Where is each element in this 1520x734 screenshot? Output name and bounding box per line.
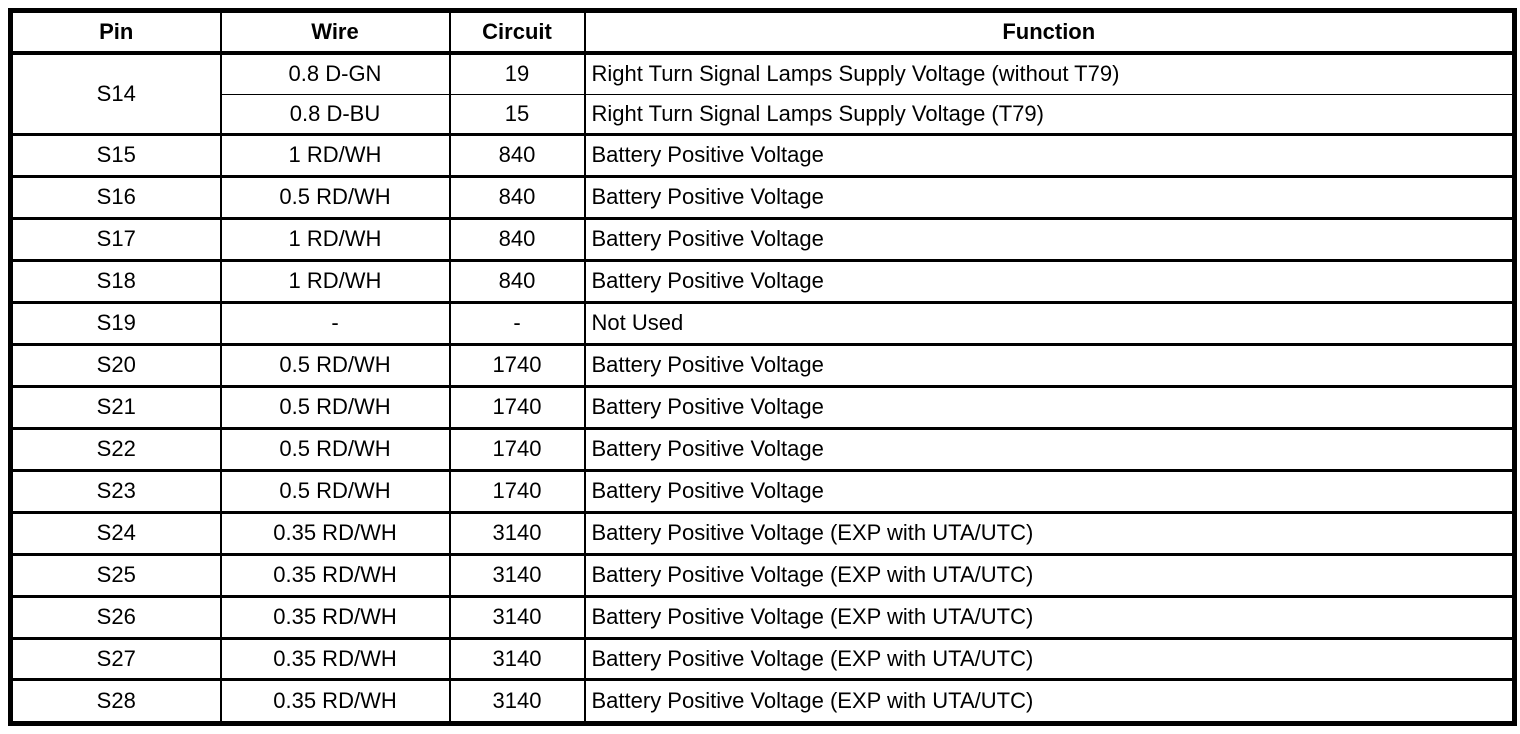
wire-cell: 0.35 RD/WH bbox=[219, 636, 451, 682]
pin-cell: S16 bbox=[9, 175, 222, 220]
table-row: S22 0.5 RD/WH 1740 Battery Positive Volt… bbox=[9, 426, 1516, 472]
circuit-cell: 1740 bbox=[448, 468, 586, 514]
circuit-cell: 840 bbox=[448, 258, 586, 304]
circuit-cell: 1740 bbox=[448, 384, 586, 430]
table-row: S24 0.35 RD/WH 3140 Battery Positive Vol… bbox=[9, 510, 1516, 556]
pin-cell: S17 bbox=[9, 216, 222, 262]
table-row: S28 0.35 RD/WH 3140 Battery Positive Vol… bbox=[9, 678, 1516, 725]
circuit-cell: 19 bbox=[448, 51, 586, 95]
wire-cell: 0.5 RD/WH bbox=[219, 468, 451, 514]
pin-cell: S25 bbox=[9, 552, 222, 598]
column-header-wire: Wire bbox=[219, 9, 451, 55]
table-row: S27 0.35 RD/WH 3140 Battery Positive Vol… bbox=[9, 636, 1516, 682]
circuit-cell: 15 bbox=[448, 93, 586, 137]
pin-cell: S21 bbox=[9, 384, 222, 430]
circuit-cell: 3140 bbox=[448, 594, 586, 640]
table-row: S17 1 RD/WH 840 Battery Positive Voltage bbox=[9, 216, 1516, 262]
table-row: S16 0.5 RD/WH 840 Battery Positive Volta… bbox=[9, 175, 1516, 220]
function-cell: Battery Positive Voltage (EXP with UTA/U… bbox=[583, 510, 1516, 556]
column-header-circuit: Circuit bbox=[448, 9, 586, 55]
table-row: S14 0.8 D-GN 19 Right Turn Signal Lamps … bbox=[9, 51, 1516, 137]
pin-cell: S20 bbox=[9, 342, 222, 388]
function-cell: Battery Positive Voltage bbox=[583, 258, 1516, 304]
function-cell: Right Turn Signal Lamps Supply Voltage (… bbox=[583, 51, 1516, 95]
pin-cell: S28 bbox=[9, 678, 222, 725]
pin-cell: S15 bbox=[9, 133, 222, 179]
circuit-cell: 840 bbox=[448, 175, 586, 220]
function-cell: Battery Positive Voltage (EXP with UTA/U… bbox=[583, 552, 1516, 598]
table-row: S23 0.5 RD/WH 1740 Battery Positive Volt… bbox=[9, 468, 1516, 514]
function-cell: Battery Positive Voltage bbox=[583, 175, 1516, 220]
circuit-cell: 3140 bbox=[448, 636, 586, 682]
wire-cell: 0.8 D-BU bbox=[219, 93, 451, 137]
wire-cell: 0.35 RD/WH bbox=[219, 552, 451, 598]
column-header-pin: Pin bbox=[9, 9, 222, 55]
circuit-cell: 3140 bbox=[448, 678, 586, 725]
wire-cell: 0.5 RD/WH bbox=[219, 426, 451, 472]
function-cell: Battery Positive Voltage bbox=[583, 384, 1516, 430]
circuit-cell: 840 bbox=[448, 216, 586, 262]
column-header-function: Function bbox=[583, 9, 1516, 55]
pin-cell: S14 bbox=[9, 51, 222, 137]
pin-cell: S23 bbox=[9, 468, 222, 514]
function-cell: Battery Positive Voltage bbox=[583, 426, 1516, 472]
pin-cell: S19 bbox=[9, 300, 222, 346]
function-cell: Battery Positive Voltage bbox=[583, 342, 1516, 388]
circuit-cell: 3140 bbox=[448, 552, 586, 598]
pin-cell: S18 bbox=[9, 258, 222, 304]
table-row: S19 - - Not Used bbox=[9, 300, 1516, 346]
function-cell: Right Turn Signal Lamps Supply Voltage (… bbox=[583, 93, 1516, 137]
table-row: S18 1 RD/WH 840 Battery Positive Voltage bbox=[9, 258, 1516, 304]
wire-cell: 1 RD/WH bbox=[219, 133, 451, 179]
pin-cell: S27 bbox=[9, 636, 222, 682]
function-cell: Battery Positive Voltage (EXP with UTA/U… bbox=[583, 636, 1516, 682]
wire-cell: 0.8 D-GN bbox=[219, 51, 451, 95]
pin-cell: S22 bbox=[9, 426, 222, 472]
function-cell: Battery Positive Voltage (EXP with UTA/U… bbox=[583, 678, 1516, 725]
wire-cell: 0.5 RD/WH bbox=[219, 175, 451, 220]
function-cell: Battery Positive Voltage (EXP with UTA/U… bbox=[583, 594, 1516, 640]
circuit-cell: 3140 bbox=[448, 510, 586, 556]
wire-cell: 0.5 RD/WH bbox=[219, 384, 451, 430]
wire-cell: 0.35 RD/WH bbox=[219, 594, 451, 640]
circuit-cell: 840 bbox=[448, 133, 586, 179]
pin-cell: S26 bbox=[9, 594, 222, 640]
pin-cell: S24 bbox=[9, 510, 222, 556]
table-row: S26 0.35 RD/WH 3140 Battery Positive Vol… bbox=[9, 594, 1516, 640]
circuit-cell: - bbox=[448, 300, 586, 346]
wire-cell: 1 RD/WH bbox=[219, 216, 451, 262]
circuit-cell: 1740 bbox=[448, 342, 586, 388]
wire-cell: 1 RD/WH bbox=[219, 258, 451, 304]
function-cell: Battery Positive Voltage bbox=[583, 133, 1516, 179]
function-cell: Not Used bbox=[583, 300, 1516, 346]
table-row: S21 0.5 RD/WH 1740 Battery Positive Volt… bbox=[9, 384, 1516, 430]
function-cell: Battery Positive Voltage bbox=[583, 216, 1516, 262]
header-row: Pin Wire Circuit Function bbox=[9, 9, 1516, 55]
wire-cell: 0.35 RD/WH bbox=[219, 510, 451, 556]
table-row: 0.8 D-BU 15 Right Turn Signal Lamps Supp… bbox=[11, 93, 1516, 137]
pinout-table: Pin Wire Circuit Function S14 0.8 D-GN 1… bbox=[8, 8, 1517, 726]
table-row: S20 0.5 RD/WH 1740 Battery Positive Volt… bbox=[9, 342, 1516, 388]
circuit-cell: 1740 bbox=[448, 426, 586, 472]
wire-cell: 0.5 RD/WH bbox=[219, 342, 451, 388]
function-cell: Battery Positive Voltage bbox=[583, 468, 1516, 514]
table-row: S25 0.35 RD/WH 3140 Battery Positive Vol… bbox=[9, 552, 1516, 598]
wire-cell: 0.35 RD/WH bbox=[219, 678, 451, 725]
wire-cell: - bbox=[219, 300, 451, 346]
table-row: S15 1 RD/WH 840 Battery Positive Voltage bbox=[9, 133, 1516, 179]
